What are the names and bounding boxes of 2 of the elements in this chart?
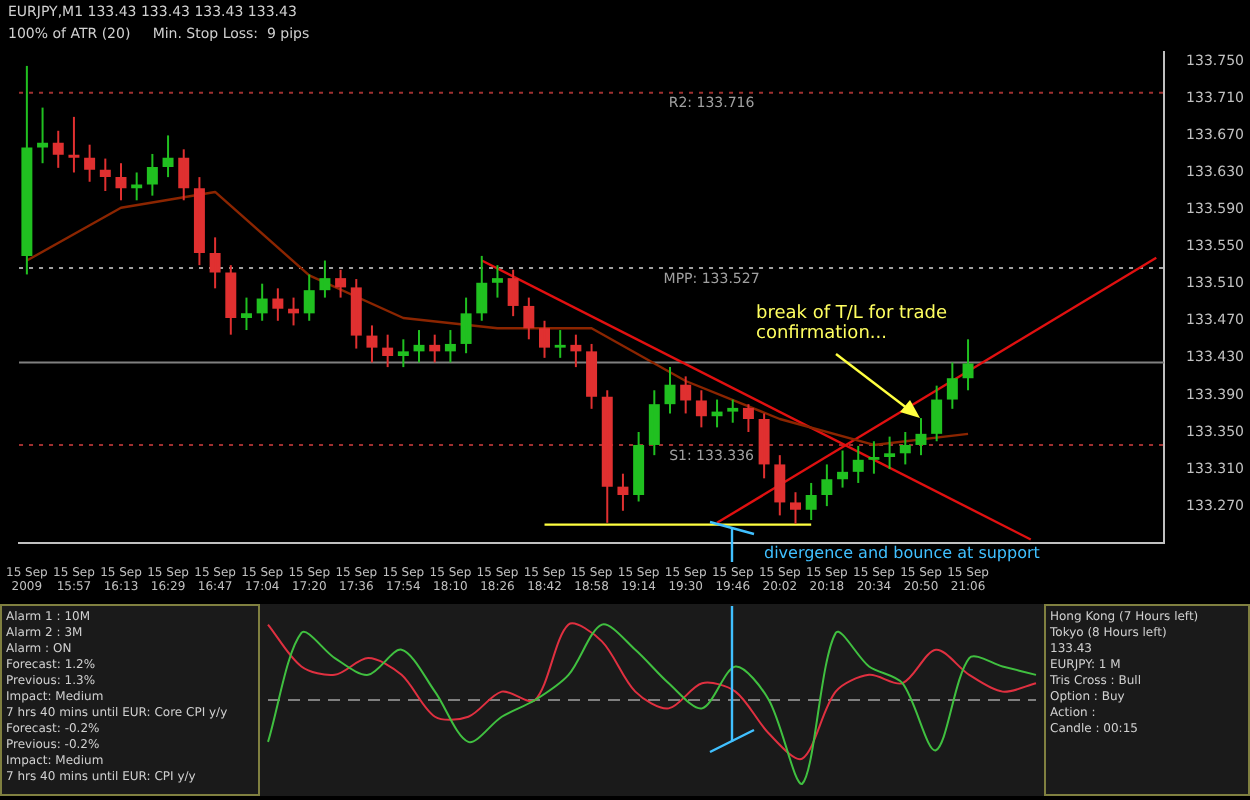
annotation: break of T/L for trade confirmation... (756, 304, 950, 344)
annotation: divergence and bounce at support (764, 544, 1040, 562)
